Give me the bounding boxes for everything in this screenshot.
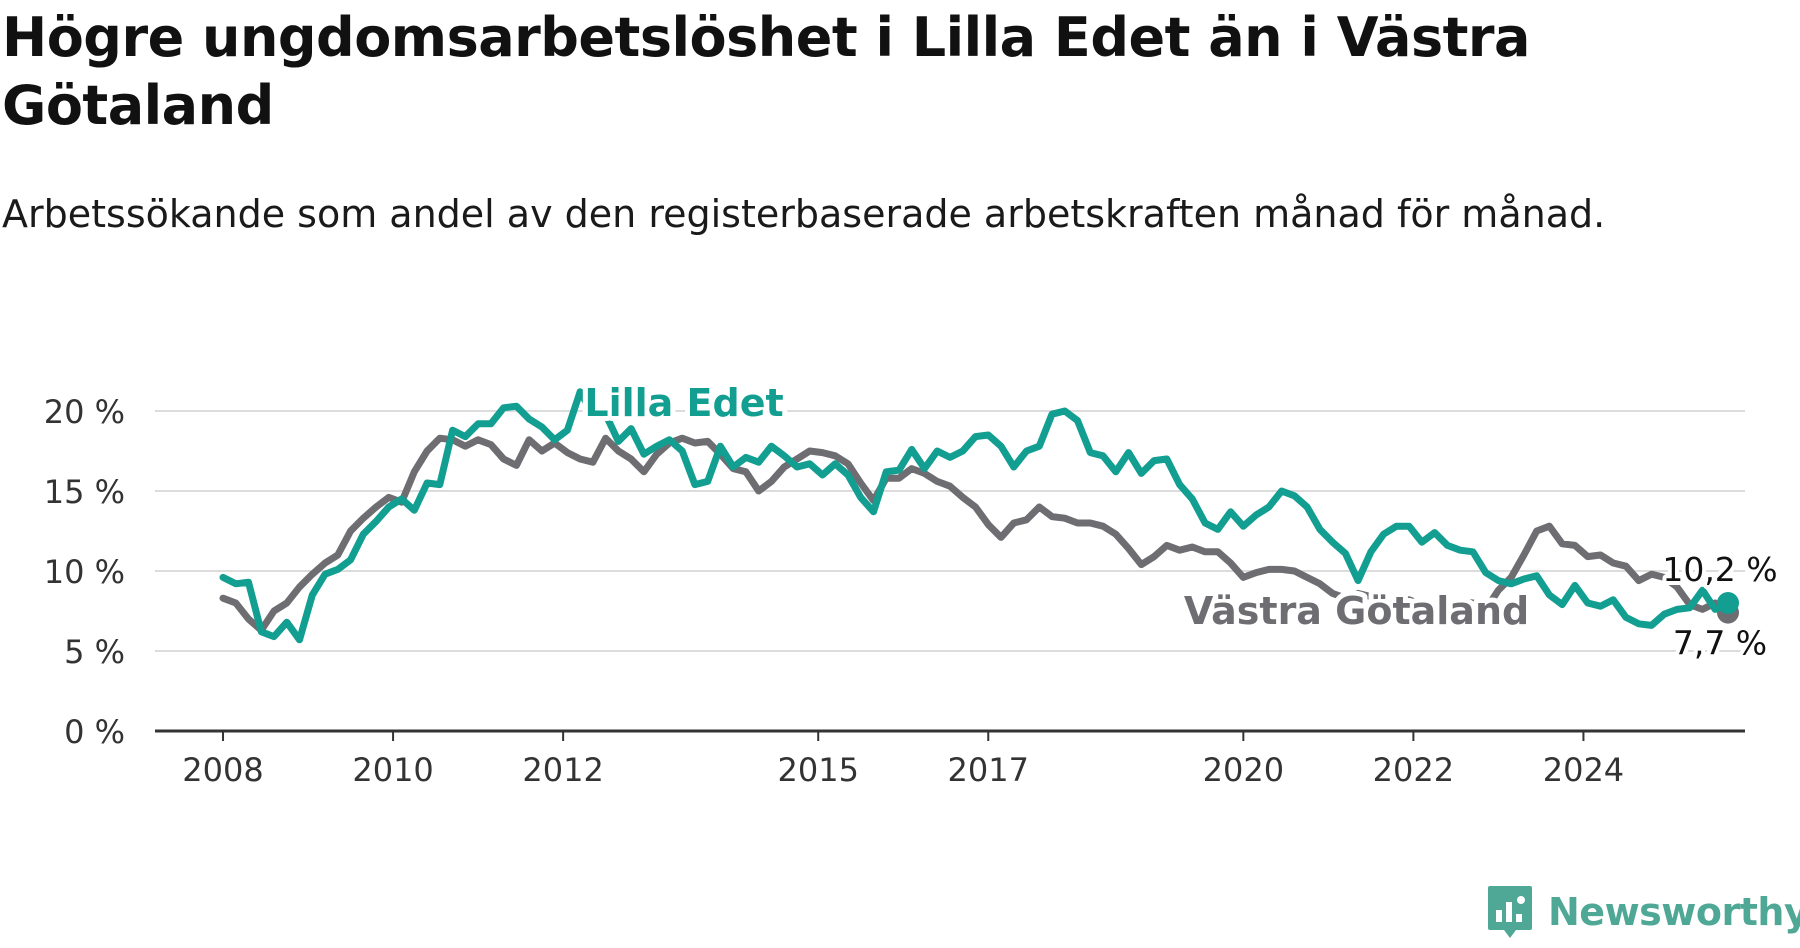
newsworthy-logo: Newsworthy	[1486, 884, 1800, 940]
x-tick-label: 2017	[948, 751, 1029, 789]
end-value-label-halo-lilla-edet: 10,2 %	[1662, 550, 1777, 589]
series-label-lilla-edet: Lilla Edet	[584, 381, 783, 425]
y-tick-label: 0 %	[64, 713, 125, 751]
x-tick-label: 2010	[352, 751, 433, 789]
end-value-label-lilla-edet: 10,2 %	[1662, 550, 1777, 589]
chart-subtitle: Arbetssökande som andel av den registerb…	[2, 192, 1606, 236]
x-tick-label: 2022	[1373, 751, 1454, 789]
x-tick-label: 2024	[1543, 751, 1624, 789]
chart-title: Högre ungdomsarbetslöshet i Lilla Edet ä…	[2, 6, 1531, 137]
series-label-halo-v-stra-g-taland: Västra Götaland	[1184, 589, 1529, 633]
x-tick-label: 2015	[777, 751, 858, 789]
y-tick-label: 5 %	[64, 633, 125, 671]
x-tick-label: 2008	[182, 751, 263, 789]
series-line-lilla-edet	[219, 388, 1732, 644]
newsworthy-logo-icon	[1488, 886, 1532, 938]
series-lines	[219, 388, 1739, 644]
end-value-label-v-stra-g-taland: 7,7 %	[1673, 624, 1767, 663]
end-value-label-halo-v-stra-g-taland: 7,7 %	[1673, 624, 1767, 663]
end-marker-lilla-edet	[1716, 592, 1739, 614]
x-axis-ticks: 2008 2010 2012 2015 2017 2020 2022 2024	[182, 731, 1624, 789]
x-tick-label: 2012	[522, 751, 603, 789]
y-tick-label: 10 %	[44, 553, 125, 591]
y-tick-label: 15 %	[44, 473, 125, 511]
series-label-halo-lilla-edet: Lilla Edet	[584, 381, 783, 425]
y-axis-ticks: 0 % 5 % 10 % 15 % 20 %	[44, 393, 125, 751]
series-label-v-stra-g-taland: Västra Götaland	[1184, 589, 1529, 633]
series-line-v-stra-g-taland	[219, 434, 1732, 634]
y-tick-label: 20 %	[44, 393, 125, 431]
x-tick-label: 2020	[1203, 751, 1284, 789]
newsworthy-logo-text: Newsworthy	[1548, 890, 1800, 934]
